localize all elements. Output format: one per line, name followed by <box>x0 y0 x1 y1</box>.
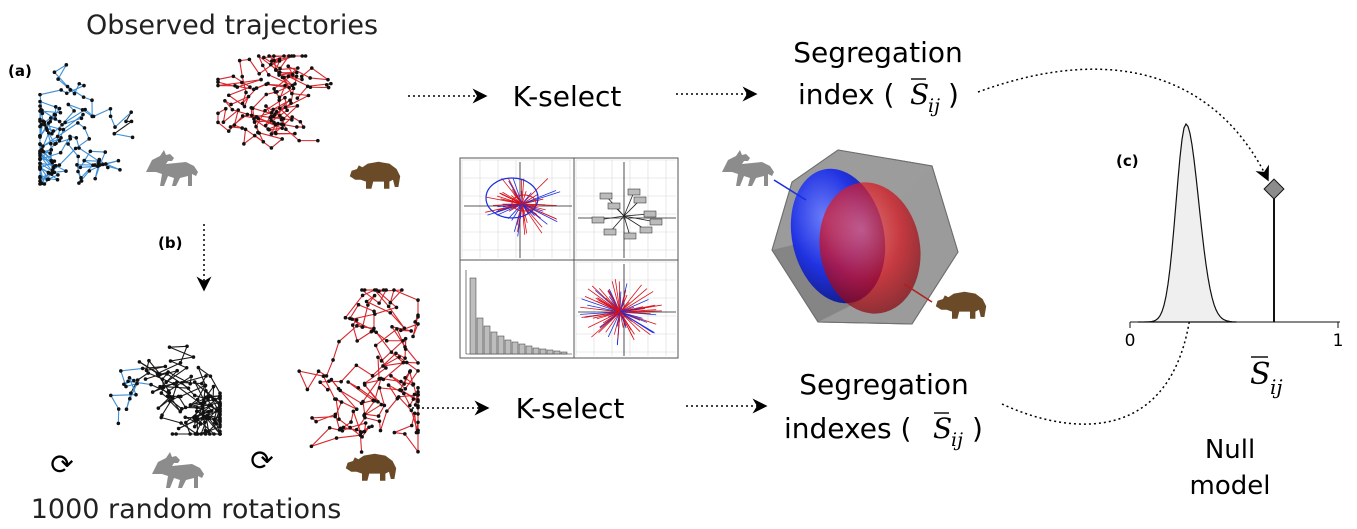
wolf-trajectory-rotated <box>109 344 222 436</box>
observed-value-marker <box>1263 178 1285 200</box>
segregation-index-line2: index ( S ij ) <box>798 78 959 117</box>
observed-trajectories-title: Observed trajectories <box>86 10 378 41</box>
niche-hull-3d <box>771 149 959 325</box>
null-density-curve <box>1138 122 1237 323</box>
s-ij-axis-label: S ij <box>1250 356 1283 399</box>
svg-text:): ) <box>948 78 959 111</box>
svg-text:S: S <box>933 412 952 445</box>
kselect-factorial-maps <box>459 157 679 359</box>
wolf-icon <box>152 452 204 488</box>
bear-icon <box>349 161 401 189</box>
null-distribution-plot: 0 1 S ij Null model <box>1125 122 1344 501</box>
rotate-icon: ⟳ <box>250 444 273 477</box>
null-model-label-line2: model <box>1190 471 1271 501</box>
axis-tick-one: 1 <box>1333 331 1344 351</box>
bear-trajectory-observed <box>216 54 333 150</box>
segregation-indexes-line2: indexes ( S ij ) <box>784 412 983 451</box>
segregation-indexes-line1: Segregation <box>799 368 968 401</box>
wolf-icon <box>722 150 774 186</box>
kselect-label-top: K-select <box>513 80 622 113</box>
panel-label-b: (b) <box>158 234 182 252</box>
svg-text:ij: ij <box>928 95 940 117</box>
wolf-icon <box>146 150 198 186</box>
svg-text:index (: index ( <box>798 78 894 111</box>
svg-text:ij: ij <box>1270 375 1283 399</box>
bear-icon <box>935 291 987 319</box>
panel-label-c: (c) <box>1116 152 1139 170</box>
arrow-segregation-to-observed-value <box>977 68 1269 182</box>
panel-label-a: (a) <box>8 62 32 80</box>
bear-icon <box>345 453 397 481</box>
bear-trajectory-rotated <box>297 288 420 454</box>
svg-text:indexes (: indexes ( <box>784 412 911 445</box>
bear-niche-ellipsoid <box>819 182 921 314</box>
svg-text:S: S <box>910 78 929 111</box>
kselect-label-bottom: K-select <box>516 392 625 425</box>
svg-text:ij: ij <box>951 429 963 451</box>
svg-text:S: S <box>1250 357 1271 392</box>
wolf-trajectory-observed <box>38 63 135 186</box>
axis-tick-zero: 0 <box>1125 331 1136 351</box>
null-model-label-line1: Null <box>1205 435 1255 465</box>
rotate-icon: ⟳ <box>50 448 73 481</box>
arrow-segregation-to-null-model <box>1001 298 1199 425</box>
segregation-index-line1: Segregation <box>793 36 962 69</box>
svg-text:): ) <box>972 412 983 445</box>
random-rotations-title: 1000 random rotations <box>31 494 342 525</box>
